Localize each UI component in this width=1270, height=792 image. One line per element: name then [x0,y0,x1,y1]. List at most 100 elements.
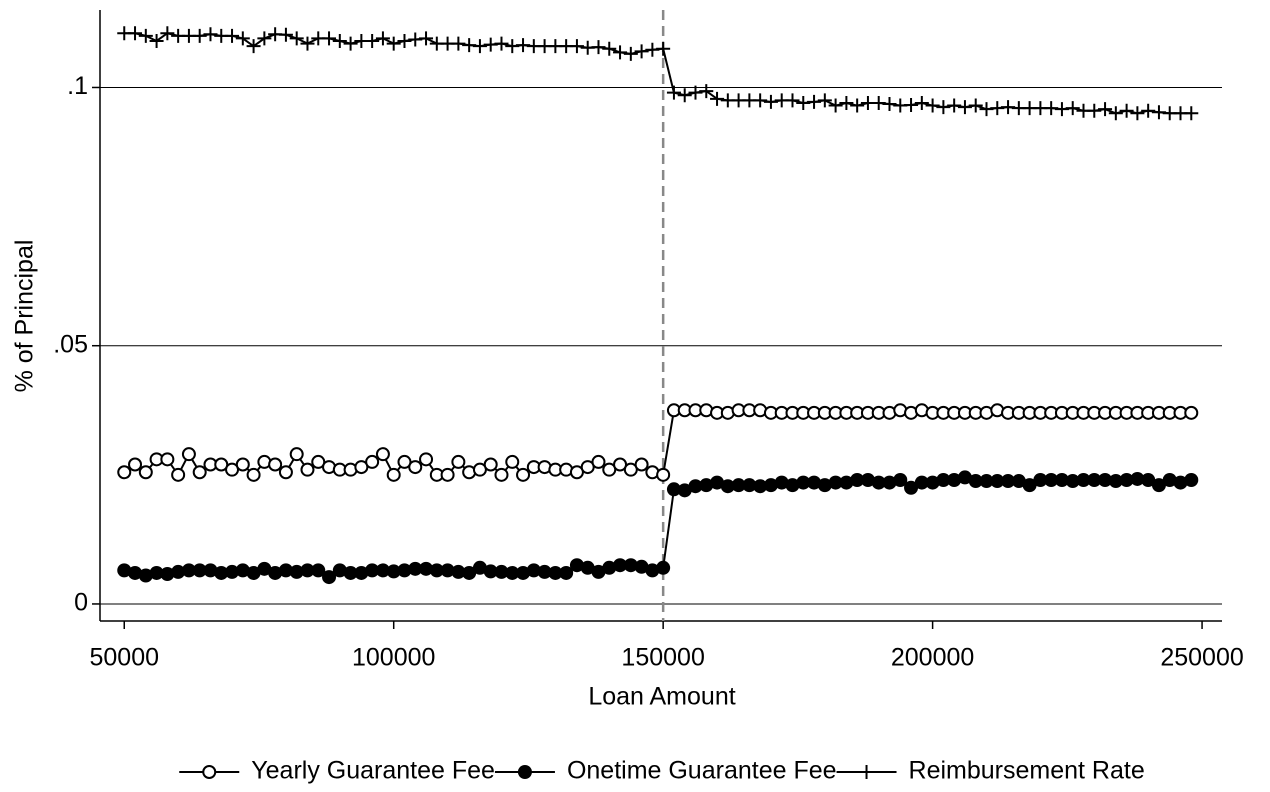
marker [451,454,466,469]
marker [656,41,671,56]
legend-item: Onetime Guarantee Fee [494,757,837,785]
legend-label: Yearly Guarantee Fee [251,757,495,785]
marker [1173,475,1188,490]
marker [947,98,962,113]
marker [796,95,811,110]
marker [559,565,574,580]
marker [451,36,466,51]
marker [160,452,175,467]
marker [117,465,132,480]
marker [569,465,584,480]
marker [171,564,186,579]
marker [742,478,757,493]
marker [1011,474,1026,489]
marker [517,765,532,779]
marker [580,560,595,575]
legend-label: Onetime Guarantee Fee [567,757,837,785]
marker [1119,103,1134,118]
marker [1119,473,1134,487]
marker [569,558,584,573]
marker [699,84,714,99]
marker [817,93,832,108]
marker [225,462,240,477]
marker [623,46,638,61]
marker [925,475,940,490]
marker [677,88,692,103]
marker [688,479,703,494]
marker [516,38,531,53]
marker [828,98,843,113]
marker [1087,103,1102,118]
marker [656,467,671,482]
marker [440,563,455,578]
marker [602,462,617,477]
marker [128,26,143,41]
y-tick-label: .05 [53,330,88,358]
x-tick-label: 150000 [621,644,704,672]
marker [591,564,606,579]
x-tick-label: 100000 [352,644,435,672]
marker [591,454,606,469]
marker [807,475,822,490]
marker [181,563,196,578]
marker [785,478,800,493]
marker [591,40,606,55]
marker [505,565,520,580]
marker [214,457,229,472]
marker [235,31,250,46]
marker [138,465,153,480]
marker [235,563,250,578]
marker [753,93,768,108]
marker [257,31,272,46]
marker [138,28,153,43]
marker [936,100,951,115]
marker [462,38,477,53]
marker [192,465,207,480]
marker [375,31,390,46]
marker [408,32,423,47]
marker [203,27,218,42]
marker [850,98,865,113]
marker [289,31,304,46]
marker [472,462,487,477]
marker [192,28,207,43]
marker [710,475,725,490]
marker [936,473,951,487]
marker [623,462,638,477]
marker [311,454,326,469]
marker [526,563,541,578]
marker [128,457,143,472]
marker [1087,473,1102,487]
marker [429,563,444,578]
marker [666,85,681,100]
marker [828,475,843,490]
marker [268,457,283,472]
marker [656,560,671,575]
marker [203,563,218,578]
marker [968,98,983,113]
marker [839,95,854,110]
marker [235,457,250,472]
marker [354,565,369,580]
x-tick-label: 50000 [89,644,159,672]
marker [731,478,746,493]
marker [300,563,315,578]
marker [871,475,886,490]
marker [472,39,487,54]
marker [537,564,552,579]
marker [645,563,660,578]
marker [246,467,261,482]
marker [904,480,919,495]
x-tick-label: 250000 [1160,644,1243,672]
y-tick-label: 0 [74,589,88,617]
marker [1141,473,1156,487]
marker [688,85,703,100]
marker [1151,105,1166,120]
marker [160,567,175,581]
marker [1184,473,1199,487]
marker [278,563,293,578]
marker [375,563,390,578]
marker [613,45,628,60]
